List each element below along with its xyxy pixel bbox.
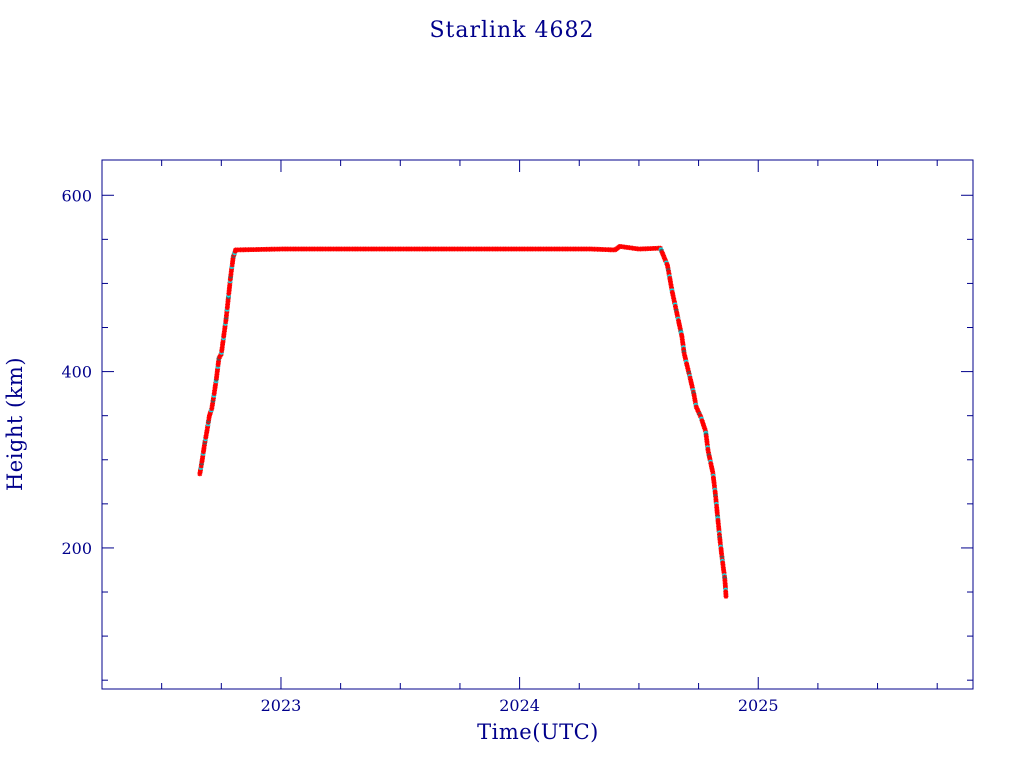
y-tick-label: 200 — [61, 539, 92, 558]
plot-frame — [101, 159, 974, 690]
data-point — [723, 594, 729, 599]
axis-ticks — [101, 160, 973, 689]
x-tick-label: 2023 — [261, 696, 302, 715]
y-tick-label: 600 — [61, 186, 92, 205]
x-axis-label: Time(UTC) — [477, 720, 599, 744]
y-axis-label: Height (km) — [3, 357, 27, 491]
x-tick-label: 2025 — [738, 696, 779, 715]
plot-area — [197, 244, 729, 599]
x-tick-label: 2024 — [499, 696, 540, 715]
tick-labels: 2023 2024 2025 200 400 600 — [61, 186, 778, 715]
chart-title: Starlink 4682 — [429, 18, 594, 43]
y-tick-label: 400 — [61, 363, 92, 382]
height-trace — [199, 245, 727, 597]
